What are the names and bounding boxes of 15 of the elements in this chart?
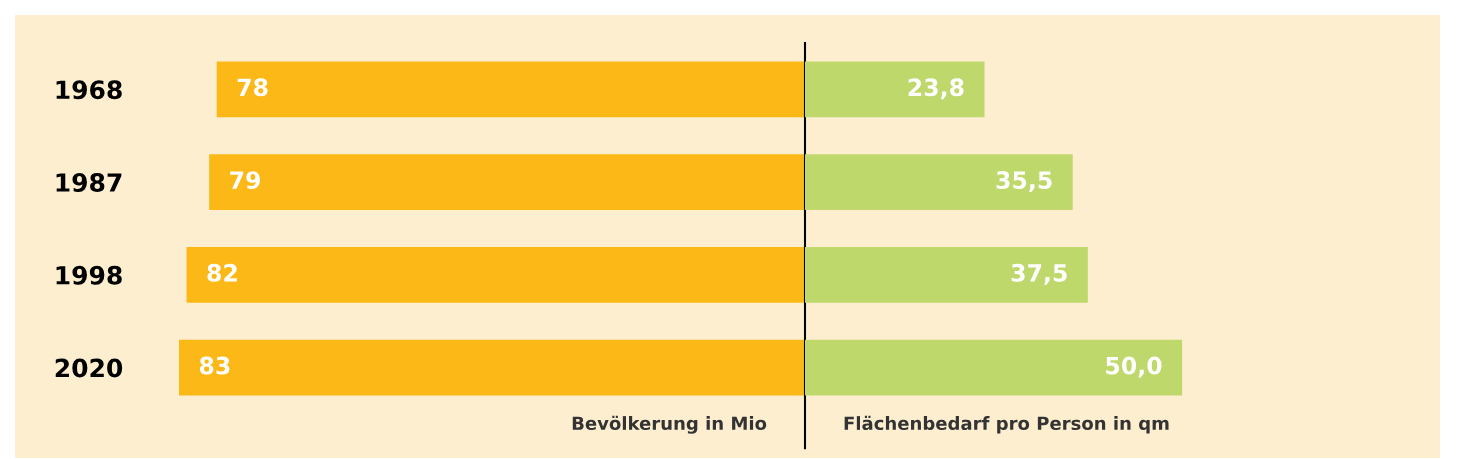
data-label: 78 [237, 78, 268, 97]
data-label: 79 [230, 171, 260, 189]
data-label: 35,5 [996, 171, 1052, 192]
y-tick-label: 1968 [56, 80, 122, 100]
y-tick-label: 1998 [56, 265, 122, 285]
data-label: 23,8 [908, 78, 964, 100]
y-tick-label: 2020 [55, 358, 123, 378]
bar [805, 61, 985, 118]
data-label: 37,5 [1011, 263, 1067, 285]
data-label: 50,0 [1106, 356, 1162, 378]
x-axis-title: Bevölkerung in Mio [572, 415, 767, 434]
y-tick-label: 1987 [56, 173, 122, 192]
x-axis-title: Flächenbedarf pro Person in qm [844, 415, 1169, 434]
data-label: 83 [199, 356, 230, 375]
data-label: 82 [207, 263, 237, 282]
